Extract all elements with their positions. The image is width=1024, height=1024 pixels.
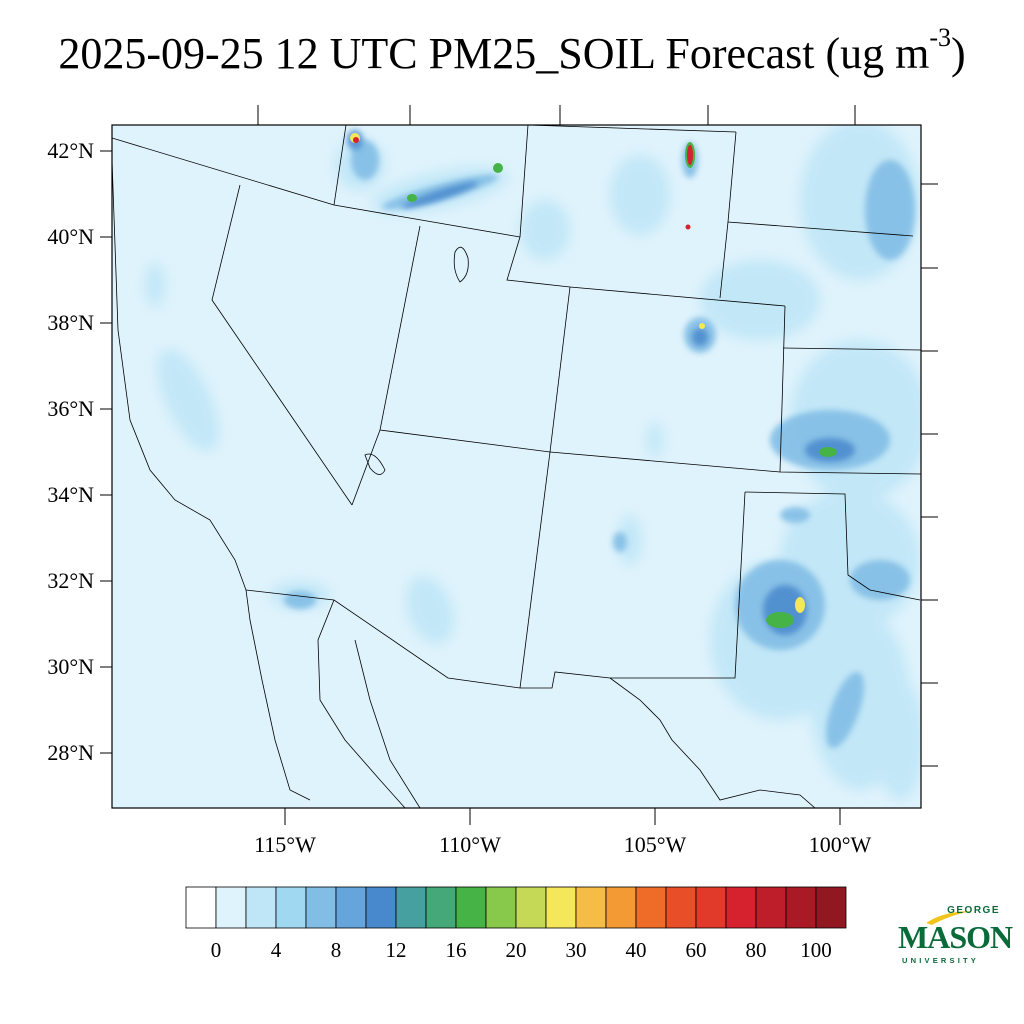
- lon-label: 105°W: [623, 832, 687, 857]
- colorbar-swatch: [785, 886, 817, 929]
- title-text: 2025-09-25 12 UTC PM25_SOIL Forecast (ug…: [58, 29, 930, 78]
- logo-main-text: MASON: [898, 919, 1013, 955]
- colorbar-swatch: [605, 886, 637, 929]
- colorbar-label: 20: [505, 938, 527, 962]
- swoosh-icon: [926, 911, 972, 925]
- axis-ticks: [100, 105, 938, 825]
- concentration-field: [112, 125, 921, 808]
- lon-label: 115°W: [254, 832, 316, 857]
- colorbar-label: 0: [210, 938, 222, 962]
- colorbar-swatch: [215, 886, 247, 929]
- colorbar-swatch: [305, 886, 337, 929]
- colorbar-swatch: [815, 886, 847, 929]
- colorbar-swatch: [725, 886, 757, 929]
- colorbar-swatch: [755, 886, 787, 929]
- colorbar-swatch: [665, 886, 697, 929]
- title-close: ): [951, 29, 966, 78]
- lat-label: 30°N: [47, 654, 94, 679]
- colorbar-swatch: [455, 886, 487, 929]
- colorbar-swatch: [575, 886, 607, 929]
- colorbar-swatch: [275, 886, 307, 929]
- lat-label: 28°N: [47, 740, 94, 765]
- lat-label: 38°N: [47, 310, 94, 335]
- colorbar-swatch: [395, 886, 427, 929]
- lat-label: 34°N: [47, 482, 94, 507]
- colorbar-label: 80: [745, 938, 767, 962]
- colorbar: [185, 886, 847, 929]
- colorbar-swatch: [245, 886, 277, 929]
- colorbar-label: 30: [565, 938, 587, 962]
- colorbar-label: 12: [385, 938, 407, 962]
- lat-label: 42°N: [47, 138, 94, 163]
- colorbar-label: 4: [270, 938, 282, 962]
- colorbar-label: 16: [445, 938, 467, 962]
- colorbar-swatch: [335, 886, 367, 929]
- lon-label: 100°W: [808, 832, 872, 857]
- lat-label: 36°N: [47, 396, 94, 421]
- lon-label: 110°W: [439, 832, 501, 857]
- colorbar-swatch: [485, 886, 517, 929]
- colorbar-swatch: [515, 886, 547, 929]
- colorbar-label: 60: [685, 938, 707, 962]
- logo-top-text: GEORGE: [947, 905, 1000, 916]
- map-title: 2025-09-25 12 UTC PM25_SOIL Forecast (ug…: [0, 25, 1024, 80]
- colorbar-label: 8: [330, 938, 342, 962]
- colorbar-swatch: [425, 886, 457, 929]
- colorbar-swatch: [695, 886, 727, 929]
- colorbar-swatch: [365, 886, 397, 929]
- title-superscript: -3: [929, 23, 951, 52]
- colorbar-swatch: [635, 886, 667, 929]
- colorbar-label: 100: [800, 938, 832, 962]
- lat-label: 40°N: [47, 224, 94, 249]
- colorbar-swatch: [185, 886, 217, 929]
- logo-bottom-text: UNIVERSITY: [902, 956, 980, 965]
- colorbar-label: 40: [625, 938, 647, 962]
- state-borders: [112, 125, 921, 808]
- colorbar-swatch: [545, 886, 577, 929]
- plot-frame: [111, 124, 922, 809]
- lat-label: 32°N: [47, 568, 94, 593]
- gmu-logo: GEORGE MASON UNIVERSITY: [896, 905, 1013, 967]
